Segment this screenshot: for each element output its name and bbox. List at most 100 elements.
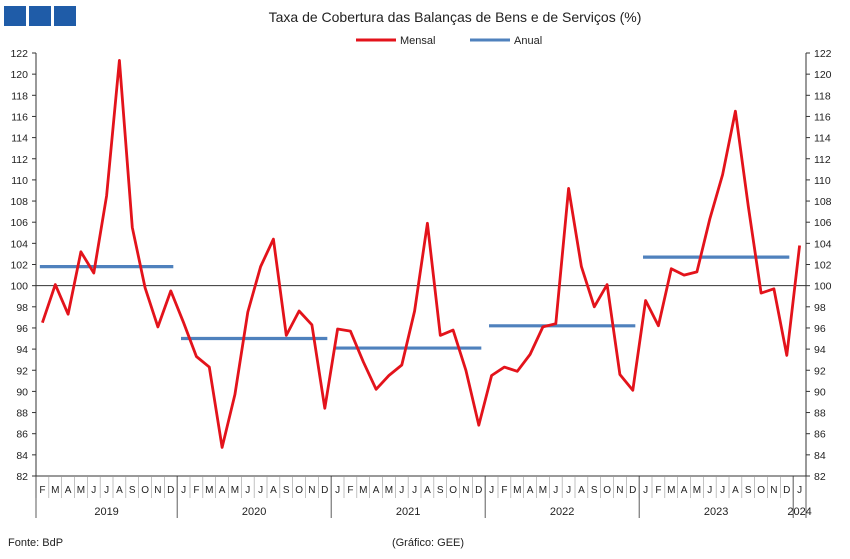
y-tick-label-left: 102: [10, 260, 28, 272]
series-mensal: [41, 59, 801, 449]
x-month-label: A: [116, 485, 123, 496]
y-tick-label-left: 92: [16, 365, 28, 377]
x-month-label: D: [629, 485, 636, 496]
y-tick-label-left: 86: [16, 429, 28, 441]
x-month-label: J: [707, 485, 712, 496]
x-month-label: S: [437, 485, 444, 496]
x-month-label: A: [424, 485, 431, 496]
y-tick-label-left: 84: [16, 450, 28, 462]
x-year-label: 2021: [396, 506, 420, 518]
x-month-label: N: [770, 485, 777, 496]
y-tick-label-right: 100: [814, 281, 832, 293]
y-tick-label-right: 94: [814, 344, 826, 356]
x-month-label: S: [283, 485, 290, 496]
y-axis-left: 82 84 86 88 90 92 94 96 98 100 102 104 106 108 110 112 1…: [10, 48, 36, 483]
y-tick-label-left: 110: [11, 175, 28, 187]
y-tick-label-right: 104: [814, 238, 832, 250]
x-year-label: 2023: [704, 506, 728, 518]
x-month-label: J: [335, 485, 340, 496]
y-tick-label-right: 92: [814, 365, 826, 377]
y-tick-label-left: 90: [16, 386, 28, 398]
y-tick-label-right: 90: [814, 386, 826, 398]
x-month-label: J: [553, 485, 558, 496]
x-month-label: S: [591, 485, 598, 496]
x-month-label: A: [219, 485, 226, 496]
x-month-label: M: [513, 485, 521, 496]
y-tick-label-right: 84: [814, 450, 826, 462]
x-year-label: 2024: [787, 506, 811, 518]
legend-label-anual: Anual: [514, 35, 542, 47]
y-tick-label-left: 114: [11, 133, 28, 145]
x-month-label: M: [359, 485, 367, 496]
x-month-label: A: [527, 485, 534, 496]
y-tick-label-right: 106: [814, 217, 832, 229]
x-month-label: M: [77, 485, 85, 496]
y-tick-label-left: 118: [11, 90, 28, 102]
x-month-label: A: [732, 485, 739, 496]
y-tick-label-right: 110: [814, 175, 831, 187]
y-tick-label-right: 108: [814, 196, 832, 208]
x-month-label: A: [373, 485, 380, 496]
y-tick-label-left: 106: [10, 217, 28, 229]
x-month-label: J: [181, 485, 186, 496]
x-year-label: 2020: [242, 506, 266, 518]
y-tick-label-right: 116: [814, 111, 831, 123]
x-month-label: S: [129, 485, 136, 496]
y-axis-right: 82 84 86 88 90 92 94 96 98 100 102 104 106 108 110 112 1…: [806, 48, 832, 483]
x-month-label: F: [39, 485, 45, 496]
credit-note: (Gráfico: GEE): [392, 537, 464, 549]
y-tick-label-left: 94: [16, 344, 28, 356]
x-year-label: 2022: [550, 506, 574, 518]
x-month-label: D: [783, 485, 790, 496]
x-month-label: D: [167, 485, 174, 496]
x-month-label: M: [693, 485, 701, 496]
x-month-label: F: [655, 485, 661, 496]
mensal-line: [41, 59, 801, 449]
x-month-label: F: [193, 485, 199, 496]
legend: Mensal Anual: [356, 35, 542, 47]
x-month-label: S: [745, 485, 752, 496]
y-tick-label-left: 98: [16, 302, 28, 314]
series-anual: [39, 255, 790, 350]
y-tick-label-left: 88: [16, 408, 28, 420]
x-month-label: J: [104, 485, 109, 496]
x-month-label: O: [757, 485, 765, 496]
x-month-label: M: [51, 485, 59, 496]
logo-square-2: [29, 6, 51, 26]
y-tick-label-right: 98: [814, 302, 826, 314]
x-month-label: O: [141, 485, 149, 496]
legend-label-mensal: Mensal: [400, 35, 435, 47]
y-tick-label-right: 122: [814, 48, 832, 60]
x-month-label: D: [321, 485, 328, 496]
logo-square-1: [4, 6, 26, 26]
x-month-label: J: [643, 485, 648, 496]
x-month-label: A: [270, 485, 277, 496]
y-tick-label-left: 108: [10, 196, 28, 208]
x-month-label: J: [797, 485, 802, 496]
x-month-label: J: [399, 485, 404, 496]
x-month-label: J: [258, 485, 263, 496]
x-month-label: A: [65, 485, 72, 496]
y-tick-label-right: 88: [814, 408, 826, 420]
x-year-label: 2019: [94, 506, 118, 518]
x-month-label: O: [295, 485, 303, 496]
x-month-label: N: [462, 485, 469, 496]
y-tick-label-left: 100: [10, 281, 28, 293]
x-month-label: M: [539, 485, 547, 496]
x-month-label: M: [231, 485, 239, 496]
x-month-label: A: [681, 485, 688, 496]
x-month-label: D: [475, 485, 482, 496]
x-month-label: O: [449, 485, 457, 496]
gee-logo: [4, 6, 76, 26]
x-month-label: N: [616, 485, 623, 496]
chart-title: Taxa de Cobertura das Balanças de Bens e…: [269, 9, 642, 25]
y-tick-label-right: 112: [814, 154, 831, 166]
x-month-label: O: [603, 485, 611, 496]
x-month-label: J: [489, 485, 494, 496]
x-month-label: N: [154, 485, 161, 496]
y-tick-label-right: 82: [814, 471, 826, 483]
y-tick-label-right: 96: [814, 323, 826, 335]
x-month-label: F: [347, 485, 353, 496]
